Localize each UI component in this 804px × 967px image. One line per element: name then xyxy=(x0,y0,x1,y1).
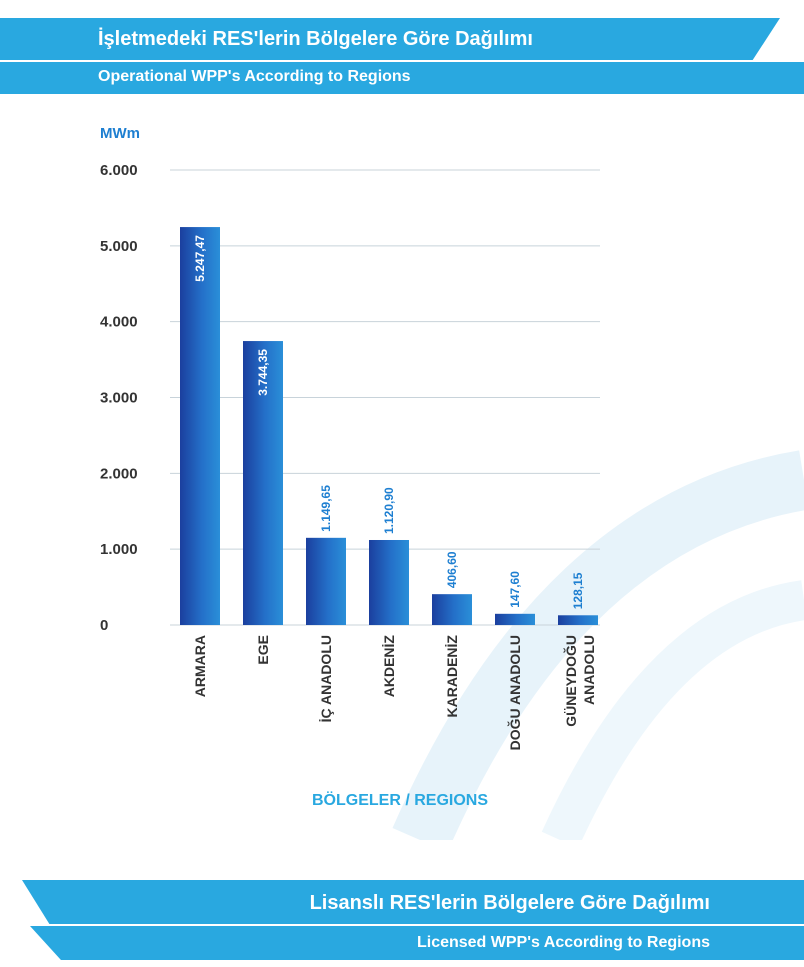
bar-chart: 0 1.000 2.000 3.000 4.000 5.000 6.000 5.247,47… xyxy=(100,125,804,840)
y-axis-label: MWm xyxy=(100,125,140,142)
y-tick-label-4: 4.000 xyxy=(100,314,138,331)
header-title-en: Operational WPP's According to Regions xyxy=(98,68,411,85)
y-tick-label-3: 3.000 xyxy=(100,390,138,407)
y-tick-label-1: 1.000 xyxy=(100,541,138,558)
bar-3 xyxy=(306,537,346,625)
y-tick-label-2: 2.000 xyxy=(100,465,138,482)
x-tick-label-7: GÜNEYDOĞU ANADOLU xyxy=(562,635,597,727)
x-axis-label: BÖLGELER / REGIONS xyxy=(312,790,488,809)
bar-2 xyxy=(243,341,283,625)
bar-1 xyxy=(180,227,220,625)
footer-title-tr: Lisanslı RES'lerin Bölgelere Göre Dağılı… xyxy=(309,892,710,914)
data-label-5: 406,60 xyxy=(445,551,459,588)
x-tick-label-4: AKDENİZ xyxy=(381,635,397,698)
data-label-7: 128,15 xyxy=(571,572,585,609)
header-divider xyxy=(0,60,804,62)
y-tick-label-5: 5.000 xyxy=(100,238,138,255)
header-banner-secondary xyxy=(0,62,804,94)
x-tick-label-1: ARMARA xyxy=(192,635,208,697)
data-label-4: 1.120,90 xyxy=(382,487,396,534)
x-tick-label-5: KARADENİZ xyxy=(444,635,460,718)
data-label-1: 5.247,47 xyxy=(193,235,207,282)
header-banner-primary xyxy=(0,18,780,60)
y-tick-label-6: 6.000 xyxy=(100,162,138,179)
y-tick-label-0: 0 xyxy=(100,617,108,634)
data-label-3: 1.149,65 xyxy=(319,485,333,532)
bar-4 xyxy=(369,539,409,625)
bar-7 xyxy=(558,615,598,625)
x-tick-label-3: İÇ ANADOLU xyxy=(318,635,334,722)
x-tick-label-2: EGE xyxy=(255,635,271,665)
x-tick-label-6: DOĞU ANADOLU xyxy=(506,635,523,750)
data-label-6: 147,60 xyxy=(508,571,522,608)
bar-6 xyxy=(495,613,535,625)
header-title-tr: İşletmedeki RES'lerin Bölgelere Göre Dağ… xyxy=(98,28,533,50)
footer-banner-primary xyxy=(22,880,804,924)
footer-banner-secondary xyxy=(30,926,804,960)
background-swoosh xyxy=(392,450,804,840)
data-label-2: 3.744,35 xyxy=(256,349,270,396)
footer-title-en: Licensed WPP's According to Regions xyxy=(416,934,710,951)
bar-5 xyxy=(432,594,472,625)
